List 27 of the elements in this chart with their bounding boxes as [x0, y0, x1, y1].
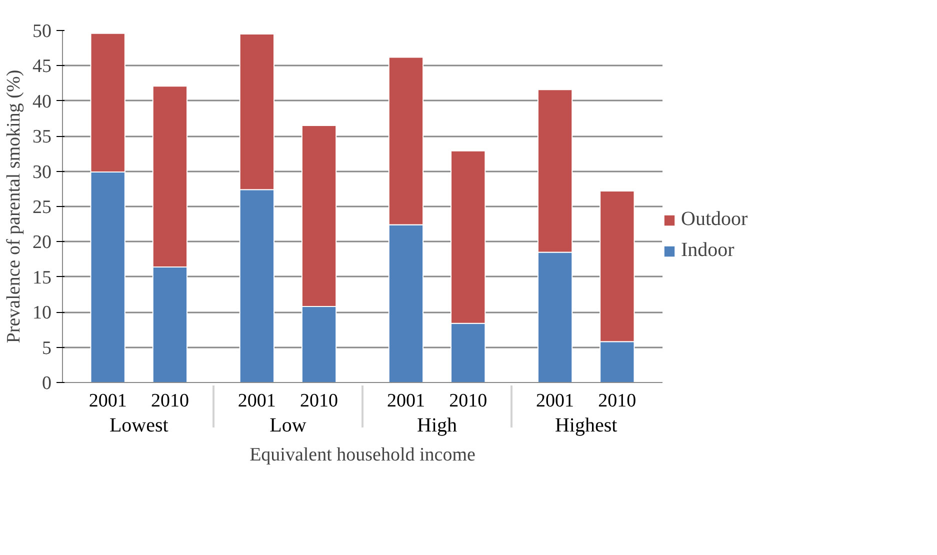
y-tick-label: 0	[42, 373, 52, 394]
x-tick-label: 2001	[536, 390, 574, 412]
x-tick-label: 2001	[386, 390, 425, 412]
x-tick-label: 2001	[238, 390, 276, 412]
x-tick-label: 2001	[88, 390, 127, 412]
y-axis-title: Prevalence of parental smoking (%)	[4, 70, 24, 344]
y-tick-label: 50	[32, 21, 52, 42]
x-axis-title: Equivalent household income	[250, 444, 476, 466]
text: Lowest	[109, 414, 169, 436]
y-tick-label: 45	[32, 56, 52, 78]
x-tick-label: 2010	[598, 390, 636, 412]
y-tick-label: 5	[42, 338, 52, 359]
text: Low	[270, 414, 307, 436]
legend-label: Indoor	[681, 239, 734, 262]
text: Highest	[554, 414, 618, 436]
text: High	[417, 414, 458, 436]
y-tick-label: 15	[32, 267, 52, 288]
x-tick-label: 2010	[300, 390, 338, 412]
y-tick-label: 30	[32, 162, 52, 183]
y-tick-label: 35	[32, 126, 52, 148]
legend-label: Outdoor	[681, 208, 748, 231]
y-tick-label: 10	[32, 302, 52, 324]
x-tick-label: 2010	[150, 390, 189, 412]
y-tick-label: 20	[32, 232, 52, 254]
x-tick-label: 2010	[449, 390, 488, 412]
y-tick-label: 40	[32, 91, 52, 112]
y-tick-label: 25	[32, 197, 52, 218]
